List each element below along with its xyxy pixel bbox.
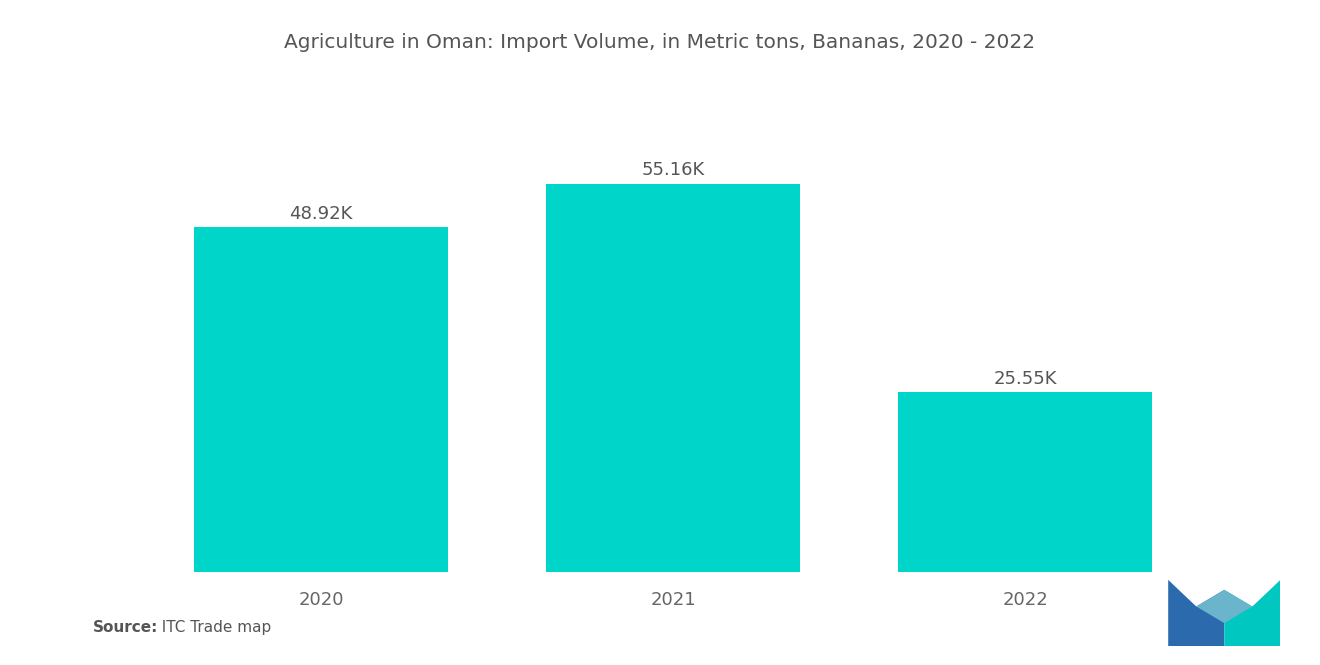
Text: ITC Trade map: ITC Trade map: [152, 620, 271, 635]
Text: Source:: Source:: [92, 620, 158, 635]
Text: Agriculture in Oman: Import Volume, in Metric tons, Bananas, 2020 - 2022: Agriculture in Oman: Import Volume, in M…: [284, 33, 1036, 53]
Polygon shape: [1168, 580, 1225, 646]
Polygon shape: [1225, 580, 1280, 646]
Text: 48.92K: 48.92K: [289, 205, 352, 223]
Text: 25.55K: 25.55K: [994, 370, 1057, 388]
Bar: [899, 392, 1152, 572]
Bar: [194, 227, 447, 572]
Bar: [546, 184, 800, 572]
Polygon shape: [1196, 590, 1253, 623]
Text: 55.16K: 55.16K: [642, 162, 705, 180]
